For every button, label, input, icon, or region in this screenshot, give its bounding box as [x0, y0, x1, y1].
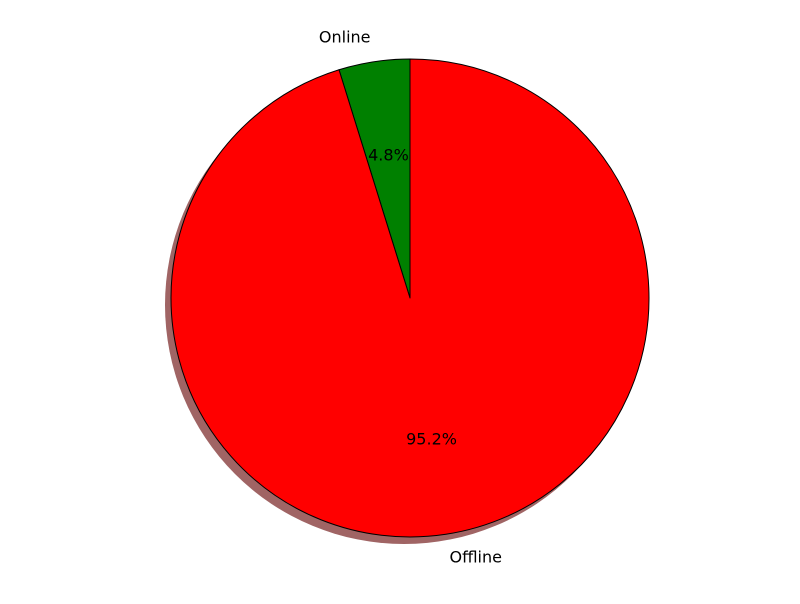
slice-label-online: Online — [319, 28, 371, 47]
percent-label-offline: 95.2% — [406, 429, 457, 448]
pie-slices — [170, 58, 650, 538]
percent-label-online: 4.8% — [368, 146, 409, 165]
pie-labels: Online 4.8% Offline 95.2% — [319, 28, 502, 567]
pie-slice-offline — [170, 58, 650, 538]
slice-label-offline: Offline — [449, 547, 502, 566]
